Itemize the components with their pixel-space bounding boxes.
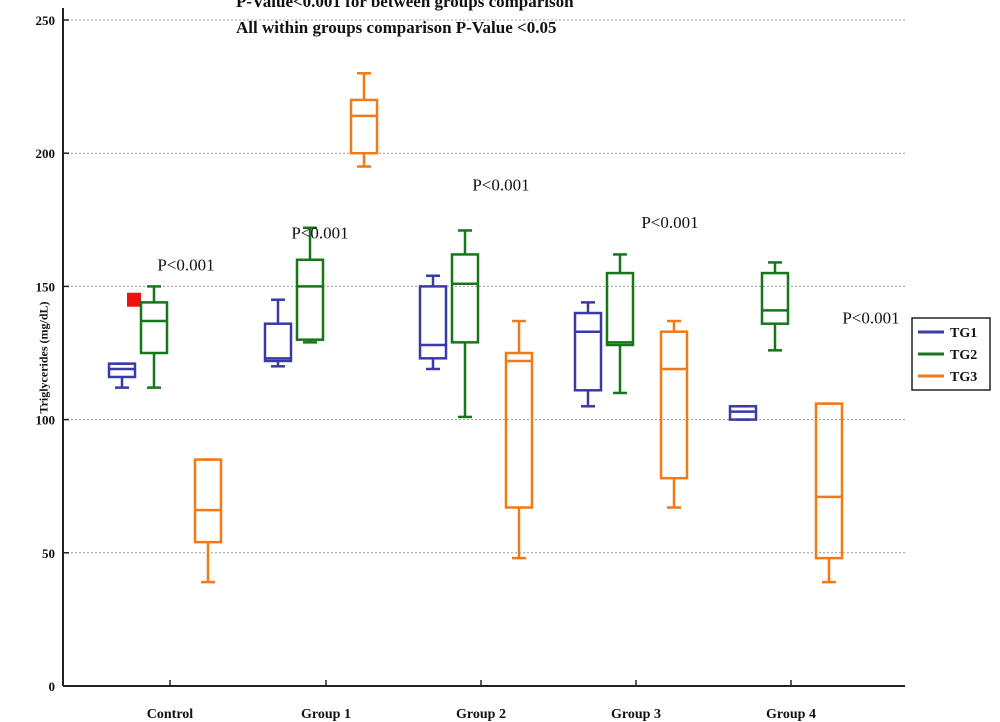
box-tg2-group-3: [605, 253, 635, 395]
box-tg3-group-1: [349, 72, 379, 168]
legend: TG1 TG2 TG3: [911, 317, 991, 391]
y-tick-label: 150: [36, 279, 56, 294]
annotations: P<0.001 P<0.001 P<0.001 P<0.001 P<0.001: [157, 175, 899, 327]
box-iqr: [295, 258, 325, 341]
box-iqr: [760, 271, 790, 325]
box-iqr: [139, 301, 169, 355]
box-iqr: [450, 253, 480, 344]
box-tg2-control: [139, 285, 169, 389]
box-tg1-group-3: [573, 301, 603, 408]
p-value-annotation: P<0.001: [641, 213, 698, 232]
box-tg1-group-1: [263, 298, 293, 368]
box-tg2-group-4: [760, 261, 790, 352]
legend-box: [911, 317, 991, 391]
box-tg2-group-2: [450, 229, 480, 419]
box-iqr: [193, 458, 223, 544]
x-tick-label: Group 2: [456, 707, 506, 722]
box-iqr: [573, 311, 603, 392]
box-tg1-control: [107, 362, 137, 389]
outlier-point: [127, 292, 141, 307]
legend-label-tg3: TG3: [950, 370, 977, 385]
box-iqr: [107, 362, 137, 379]
box-iqr: [349, 98, 379, 155]
box-tg1-group-2: [418, 274, 448, 371]
axes: 0 50 100 150 200 250 Control Group 1 Group 2 Grou…: [36, 8, 905, 722]
box-tg3-group-4: [814, 402, 844, 584]
p-value-annotation: P<0.001: [291, 223, 348, 242]
x-tick-label: Group 3: [611, 707, 661, 722]
y-tick-label: 0: [49, 679, 56, 694]
chart-title-line-2: All within groups comparison P-Value <0.…: [236, 18, 557, 37]
p-value-annotation: P<0.001: [842, 309, 899, 328]
box-tg3-group-2: [504, 319, 534, 560]
legend-label-tg2: TG2: [950, 348, 977, 363]
p-value-annotation: P<0.001: [472, 175, 529, 194]
box-iqr: [504, 351, 534, 509]
box-tg3-group-3: [659, 319, 689, 509]
box-iqr: [263, 322, 293, 363]
box-tg2-group-1: [295, 226, 325, 344]
x-tick-label: Control: [147, 707, 194, 722]
p-value-annotation: P<0.001: [157, 255, 214, 274]
x-tick-label: Group 4: [766, 707, 816, 722]
grid-lines: [63, 19, 905, 687]
legend-label-tg1: TG1: [950, 326, 977, 341]
box-iqr: [659, 330, 689, 480]
box-iqr: [728, 405, 758, 421]
y-tick-label: 50: [42, 546, 55, 561]
box-iqr: [814, 402, 844, 560]
chart-title-line-1: P-Value<0.001 for between groups compari…: [236, 0, 574, 11]
y-tick-label: 200: [36, 146, 56, 161]
box-iqr: [605, 271, 635, 347]
y-tick-label: 250: [36, 13, 56, 28]
y-tick-label: 100: [36, 413, 56, 428]
boxes: [107, 72, 844, 584]
box-tg1-group-4: [728, 405, 758, 421]
box-iqr: [418, 285, 448, 360]
box-tg3-control: [193, 458, 223, 584]
x-tick-label: Group 1: [301, 707, 351, 722]
